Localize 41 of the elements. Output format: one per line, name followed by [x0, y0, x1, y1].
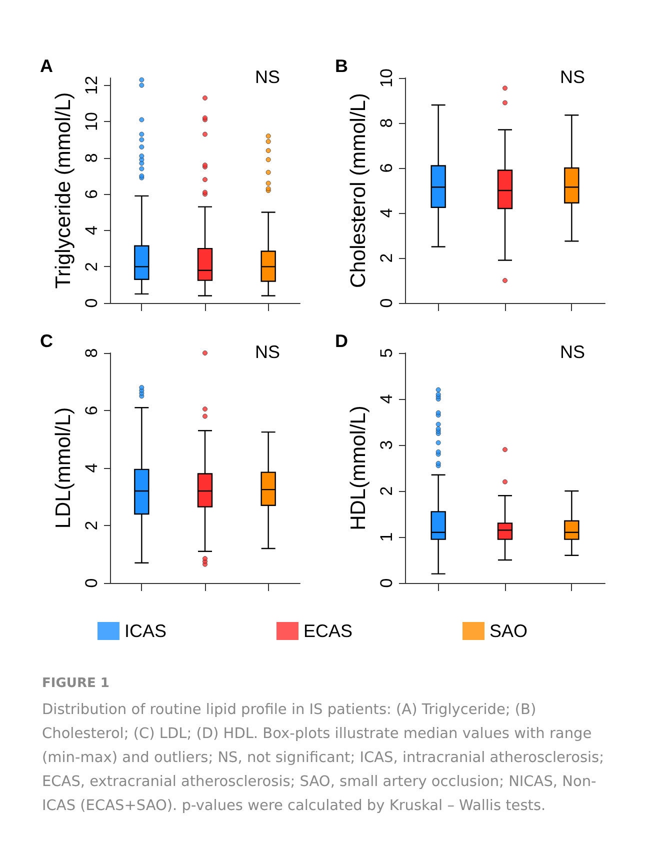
- y-tick-label: 0: [82, 578, 101, 588]
- legend-label: SAO: [490, 621, 528, 641]
- y-tick-label: 2: [377, 486, 396, 496]
- chart-title: A: [40, 56, 53, 76]
- y-axis-title: HDL(mmol/L): [347, 406, 370, 530]
- y-axis-title: Cholesterol (mmol/L): [347, 93, 370, 288]
- y-tick-label: 5: [377, 348, 396, 358]
- y-tick-label: 8: [377, 118, 396, 128]
- chart-title: B: [335, 56, 348, 76]
- y-tick-label: 4: [377, 394, 396, 404]
- legend-label: ICAS: [124, 621, 166, 641]
- y-tick-label: 0: [377, 298, 396, 308]
- y-axis-title: Triglyceride (mmol/L): [52, 92, 75, 289]
- annotation: NS: [560, 342, 586, 362]
- y-tick-label: 6: [377, 163, 396, 173]
- y-tick-label: 4: [82, 226, 101, 236]
- legend-label: ECAS: [303, 621, 353, 641]
- y-tick-label: 6: [82, 189, 101, 199]
- y-tick-label: 4: [377, 208, 396, 218]
- y-tick-label: 2: [82, 520, 101, 530]
- y-tick-label: 0: [377, 578, 396, 588]
- text: Distribution of routine lipid profile in IS patients: (A) Triglyceride; (B) Cholesterol; (C) LDL; (D) HDL. Box-plots illustrate median values with range (min-max) and outliers; NS, not significant; ICAS, intracranial atherosclerosis; ECAS, extracranial atherosclerosis; SAO, small artery occlusion; NICAS, Non-ICAS (ECAS+SAO). p-values were calculated by Kruskal – Wallis tests.: [42, 701, 605, 816]
- y-tick-label: 4: [82, 463, 101, 473]
- y-tick-label: 8: [82, 348, 101, 358]
- annotation: NS: [560, 67, 586, 87]
- y-axis-title: LDL(mmol/L): [52, 407, 75, 529]
- y-tick-label: 2: [82, 262, 101, 272]
- annotation: NS: [254, 342, 280, 362]
- y-tick-label: 1: [377, 532, 396, 542]
- y-tick-label: 10: [82, 112, 101, 132]
- y-tick-label: 10: [377, 68, 396, 88]
- caption: FIGURE 1: [42, 675, 110, 693]
- chart-title: D: [335, 331, 348, 351]
- chart-title: C: [40, 331, 53, 351]
- annotation: NS: [254, 67, 280, 87]
- y-tick-label: 8: [82, 153, 101, 163]
- y-tick-label: 3: [377, 440, 396, 450]
- y-tick-label: 6: [82, 406, 101, 416]
- y-tick-label: 12: [82, 76, 101, 95]
- y-tick-label: 2: [377, 253, 396, 263]
- y-tick-label: 0: [82, 298, 101, 308]
